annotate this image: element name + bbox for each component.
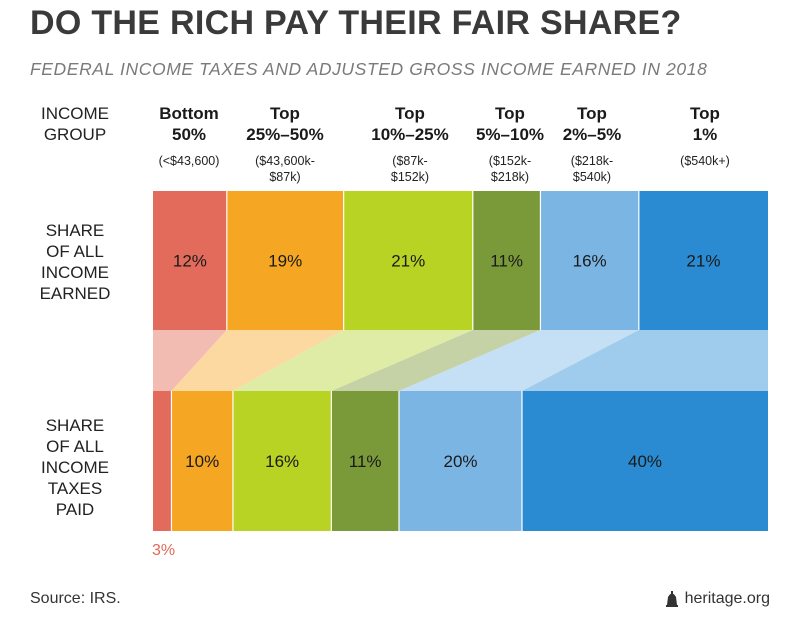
bar-taxes-top-5-10 [331,391,399,531]
group-header-top-10-25: Top 10%–25% ($87k- $152k) [355,103,465,185]
data-label-income-top-2-5: 16% [573,252,607,271]
group-name: Top 1% [690,104,720,144]
group-name: Bottom 50% [159,104,219,144]
data-label-taxes-top-2-5: 20% [443,452,477,471]
row-label-taxes-paid: SHARE OF ALL INCOME TAXES PAID [41,416,109,519]
group-header-top-1: Top 1% ($540k+) [660,103,750,169]
chart-title: DO THE RICH PAY THEIR FAIR SHARE? [30,4,682,42]
data-label-income-top-10-25: 21% [391,252,425,271]
bar-income-top-5-10 [472,191,541,330]
group-header-top-25-50: Top 25%–50% ($43,600k- $87k) [230,103,340,185]
data-label-income-bottom-50: 12% [173,252,207,271]
group-range: ($87k- $152k) [390,154,430,184]
data-label-taxes-top-10-25: 16% [265,452,299,471]
data-label-taxes-top-5-10: 11% [349,452,382,471]
group-header-bottom-50: Bottom 50% (<$43,600) [144,103,234,169]
group-header-top-2-5: Top 2%–5% ($218k- $540k) [552,103,632,185]
bar-income-bottom-50 [153,191,227,330]
group-range: ($43,600k- $87k) [255,154,315,184]
data-label-taxes-top-1: 40% [628,452,662,471]
liberty-bell-icon [665,591,678,607]
group-name: Top 5%–10% [475,104,545,144]
group-range: ($152k- $218k) [488,154,532,184]
connector-top-1 [522,330,768,391]
group-name: Top 2%–5% [562,104,622,144]
bar-income-top-10-25 [343,191,473,330]
connector-top-10-25 [232,330,473,391]
data-label-income-top-1: 21% [686,252,720,271]
connector-top-2-5 [399,330,639,391]
data-label-taxes-top-25-50: 10% [185,452,219,471]
chart-subtitle: FEDERAL INCOME TAXES AND ADJUSTED GROSS … [30,59,708,79]
bar-taxes-top-1 [522,391,768,531]
row-label-income-group: INCOME GROUP [41,104,109,144]
bar-income-top-1 [638,191,768,330]
data-label-income-top-5-10: 11% [490,252,523,271]
credit: heritage.org [665,590,770,608]
group-header-top-5-10: Top 5%–10% ($152k- $218k) [470,103,550,185]
bar-taxes-bottom-50 [153,391,172,531]
connector-top-25-50 [171,330,344,391]
group-name: Top 10%–25% [371,104,449,144]
bar-taxes-top-2-5 [399,391,522,531]
group-range: (<$43,600) [158,154,220,168]
bar-income-top-25-50 [226,191,344,330]
credit-text: heritage.org [684,590,770,607]
group-range: ($540k+) [680,154,730,168]
data-label-income-top-25-50: 19% [268,252,302,271]
data-label-taxes-bottom-50: 3% [152,542,176,559]
group-range: ($218k- $540k) [570,154,614,184]
source-note: Source: IRS. [30,590,121,607]
bar-taxes-top-10-25 [232,391,332,531]
bar-taxes-top-25-50 [171,391,233,531]
group-name: Top 25%–50% [246,104,324,144]
bar-income-top-2-5 [540,191,639,330]
connector-top-5-10 [331,330,541,391]
connector-bottom-50 [153,330,227,391]
row-label-income-earned: SHARE OF ALL INCOME EARNED [39,221,111,303]
